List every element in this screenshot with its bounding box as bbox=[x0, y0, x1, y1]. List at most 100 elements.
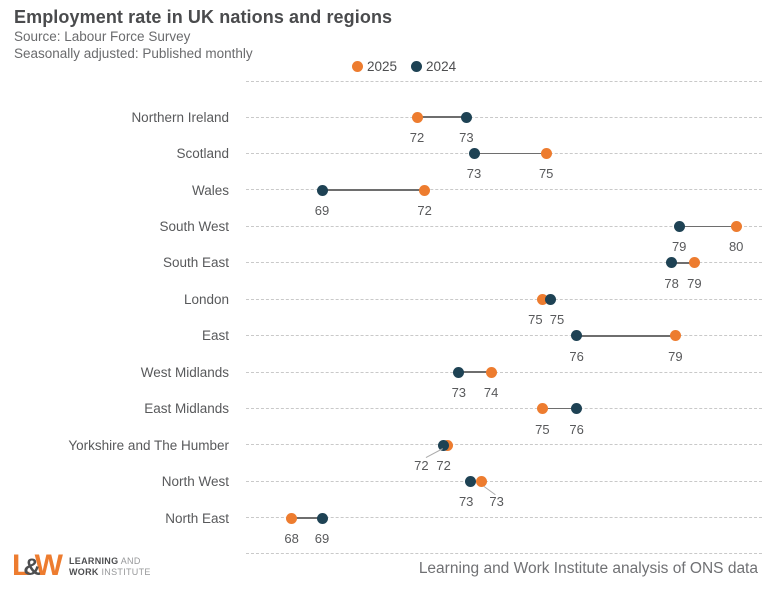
chart-note: Seasonally adjusted: Published monthly bbox=[14, 45, 253, 61]
row-connector bbox=[576, 335, 676, 337]
value-label-2024: 73 bbox=[451, 385, 467, 401]
chart-row: Northern Ireland 72 73 bbox=[0, 99, 768, 145]
leader-line bbox=[426, 448, 444, 459]
logo-letter-w: W bbox=[34, 549, 63, 582]
dot-2025 bbox=[540, 148, 552, 160]
value-label-2025: 72 bbox=[414, 457, 429, 473]
value-label-2025: 79 bbox=[687, 275, 702, 291]
row-gridline bbox=[246, 298, 762, 300]
row-label: West Midlands bbox=[140, 364, 229, 380]
logo-line1-light: AND bbox=[118, 556, 141, 566]
dot-2025 bbox=[419, 184, 431, 196]
lw-logo-mark: L&W bbox=[12, 549, 63, 583]
legend-item-2024: 2024 bbox=[411, 59, 456, 74]
value-label-2025: 72 bbox=[409, 130, 425, 145]
dot-2024 bbox=[571, 330, 583, 342]
dot-2025 bbox=[286, 512, 298, 524]
row-connector bbox=[679, 225, 737, 228]
row-label: Scotland bbox=[176, 146, 229, 162]
chart-header: Employment rate in UK nations and region… bbox=[14, 6, 392, 62]
row-label: Yorkshire and The Humber bbox=[68, 437, 229, 453]
value-label-2024: 69 bbox=[314, 530, 330, 546]
value-label-2025: 72 bbox=[417, 202, 432, 218]
dot-2025 bbox=[730, 221, 742, 232]
row-plot: 79 78 bbox=[238, 245, 768, 291]
row-gridline bbox=[246, 371, 762, 373]
dot-2024 bbox=[316, 512, 328, 524]
row-gridline bbox=[246, 335, 762, 337]
row-label: London bbox=[183, 291, 229, 307]
value-label-2025: 75 bbox=[538, 166, 554, 182]
row-plot: 72 73 bbox=[238, 99, 768, 145]
row-gridline bbox=[246, 225, 762, 227]
row-plot: 72 72 bbox=[238, 427, 768, 473]
legend-dot-2024-icon bbox=[411, 61, 423, 72]
row-label: East bbox=[201, 328, 229, 344]
chart-row: East 79 76 bbox=[0, 318, 768, 364]
dot-2024 bbox=[673, 221, 685, 232]
leader-line bbox=[483, 485, 495, 495]
dot-2024 bbox=[544, 293, 556, 305]
row-connector bbox=[458, 371, 492, 374]
value-label-2024: 73 bbox=[458, 494, 474, 510]
logo-line2-light: INSTITUTE bbox=[98, 567, 151, 577]
value-label-2024: 73 bbox=[466, 166, 482, 182]
credit-text: Learning and Work Institute analysis of … bbox=[418, 560, 758, 577]
chart-row: North East 68 69 bbox=[0, 500, 768, 546]
value-label-2024: 72 bbox=[436, 457, 451, 473]
legend-dot-2025-icon bbox=[352, 61, 363, 72]
logo-line1-strong: LEARNING bbox=[69, 556, 119, 566]
dot-2025 bbox=[411, 111, 423, 123]
value-label-2025: 73 bbox=[489, 494, 504, 510]
chart-row: South East 79 78 bbox=[0, 245, 768, 291]
value-label-2024: 73 bbox=[459, 130, 474, 145]
value-label-2024: 78 bbox=[664, 275, 679, 291]
chart-row: London 75 75 bbox=[0, 281, 768, 327]
row-plot: 72 69 bbox=[238, 172, 768, 218]
dot-2024 bbox=[666, 257, 678, 269]
row-plot: 74 73 bbox=[238, 354, 768, 400]
chart-row: Yorkshire and The Humber 72 72 bbox=[0, 427, 768, 473]
value-label-2024: 69 bbox=[314, 202, 330, 218]
row-gridline bbox=[246, 408, 762, 409]
legend-item-2025: 2025 bbox=[352, 59, 397, 74]
chart-row: South West 80 79 bbox=[0, 208, 768, 254]
dot-2025 bbox=[536, 293, 548, 305]
value-label-2024: 76 bbox=[569, 421, 584, 437]
legend-label-2024: 2024 bbox=[426, 59, 457, 74]
row-connector bbox=[322, 189, 425, 191]
value-label-2025: 79 bbox=[668, 348, 683, 364]
value-label-2024: 79 bbox=[671, 239, 687, 255]
row-plot: 75 76 bbox=[238, 391, 768, 437]
dot-2024 bbox=[453, 366, 465, 378]
dot-2025 bbox=[688, 257, 700, 269]
plot-bottom-border bbox=[246, 553, 762, 554]
row-plot: 75 75 bbox=[238, 281, 768, 327]
row-label: South West bbox=[159, 219, 229, 235]
dot-2025 bbox=[485, 366, 497, 378]
legend-label-2025: 2025 bbox=[367, 59, 398, 74]
row-label: North East bbox=[165, 510, 229, 526]
row-plot: 73 73 bbox=[238, 463, 768, 509]
dot-2024 bbox=[438, 439, 450, 451]
dot-2024 bbox=[316, 184, 328, 196]
row-plot: 68 69 bbox=[238, 500, 768, 546]
logo-line2-strong: WORK bbox=[69, 567, 99, 577]
value-label-2025: 80 bbox=[728, 239, 744, 255]
row-gridline bbox=[246, 116, 762, 118]
row-connector bbox=[291, 517, 322, 519]
chart-row: West Midlands 74 73 bbox=[0, 354, 768, 400]
logo-ampersand: & bbox=[23, 554, 40, 581]
value-label-2025: 75 bbox=[528, 312, 543, 328]
row-label: Wales bbox=[191, 182, 229, 198]
plot-top-border bbox=[246, 81, 762, 82]
dot-2024 bbox=[468, 148, 480, 160]
row-connector bbox=[417, 116, 467, 118]
row-plot: 79 76 bbox=[238, 318, 768, 364]
row-connector bbox=[470, 480, 482, 483]
legend: 2025 2024 bbox=[352, 59, 456, 74]
value-label-2024: 76 bbox=[569, 348, 584, 364]
chart-title: Employment rate in UK nations and region… bbox=[14, 7, 393, 27]
value-label-2025: 74 bbox=[483, 385, 499, 401]
